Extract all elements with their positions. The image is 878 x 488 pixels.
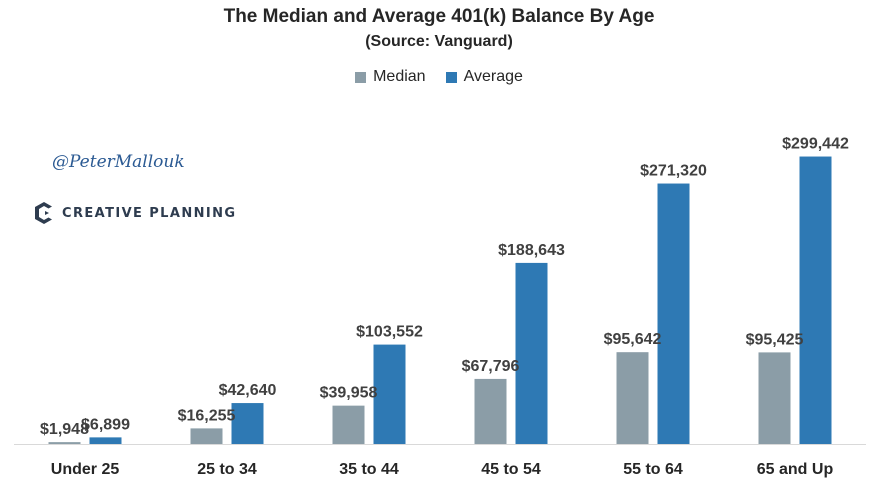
data-label-median-25-to-34: $16,255 bbox=[178, 407, 236, 424]
chart-title: The Median and Average 401(k) Balance By… bbox=[223, 6, 655, 27]
category-label-35-to-44: 35 to 44 bbox=[339, 461, 399, 478]
social-handle: @PeterMallouk bbox=[52, 152, 185, 172]
bar-median-65-and-up bbox=[758, 352, 791, 444]
legend-label-median: Median bbox=[373, 68, 426, 85]
category-label-45-to-54: 45 to 54 bbox=[481, 461, 541, 478]
bar-average-25-to-34 bbox=[231, 403, 264, 444]
bar-average-35-to-44 bbox=[373, 344, 406, 444]
legend: Median Average bbox=[0, 68, 878, 86]
category-label-55-to-64: 55 to 64 bbox=[623, 461, 683, 478]
data-label-median-55-to-64: $95,642 bbox=[604, 331, 662, 348]
legend-swatch-median bbox=[355, 71, 367, 83]
data-label-average-55-to-64: $271,320 bbox=[640, 163, 707, 180]
data-label-average-65-and-up: $299,442 bbox=[782, 136, 849, 153]
bar-average-55-to-64 bbox=[657, 183, 690, 444]
legend-item-median: Median bbox=[355, 68, 426, 86]
bar-median-45-to-54 bbox=[474, 378, 507, 444]
bar-average-65-and-up bbox=[799, 156, 832, 444]
data-label-average-25-to-34: $42,640 bbox=[219, 382, 277, 399]
data-label-average-45-to-54: $188,643 bbox=[498, 242, 565, 259]
category-labels-group: Under 25 25 to 34 35 to 44 45 to 54 55 to 64… bbox=[51, 461, 834, 478]
category-label-25-to-34: 25 to 34 bbox=[197, 461, 257, 478]
bar-median-55-to-64 bbox=[616, 352, 649, 444]
category-label-under-25: Under 25 bbox=[51, 461, 120, 478]
data-label-average-35-to-44: $103,552 bbox=[356, 324, 423, 341]
legend-swatch-average bbox=[445, 71, 457, 83]
bar-median-35-to-44 bbox=[332, 405, 365, 444]
bar-average-under-25 bbox=[89, 437, 122, 444]
data-label-median-65-and-up: $95,425 bbox=[746, 331, 804, 348]
bar-labels-group: $1,948$6,899 $16,255 $42,640 $39,958 $103,55… bbox=[40, 136, 849, 439]
data-label-median-45-to-54: $67,796 bbox=[462, 358, 520, 375]
bar-average-45-to-54 bbox=[515, 262, 548, 444]
data-label-median-under-25: $1,948 bbox=[40, 421, 89, 438]
logo-text: CREATIVE PLANNING bbox=[62, 205, 237, 221]
category-label-65-and-up: 65 and Up bbox=[757, 461, 834, 478]
creative-planning-logo-icon bbox=[35, 202, 52, 224]
bar-median-under-25 bbox=[48, 442, 81, 444]
creative-planning-logo: CREATIVE PLANNING bbox=[34, 201, 236, 225]
data-label-median-35-to-44: $39,958 bbox=[320, 385, 378, 402]
bars-group bbox=[48, 156, 832, 444]
data-label-average-under-25: $6,899 bbox=[81, 416, 130, 433]
legend-item-average: Average bbox=[445, 68, 523, 86]
bar-median-25-to-34 bbox=[190, 428, 223, 444]
chart-subtitle: (Source: Vanguard) bbox=[365, 33, 513, 50]
legend-label-average: Average bbox=[463, 68, 523, 85]
